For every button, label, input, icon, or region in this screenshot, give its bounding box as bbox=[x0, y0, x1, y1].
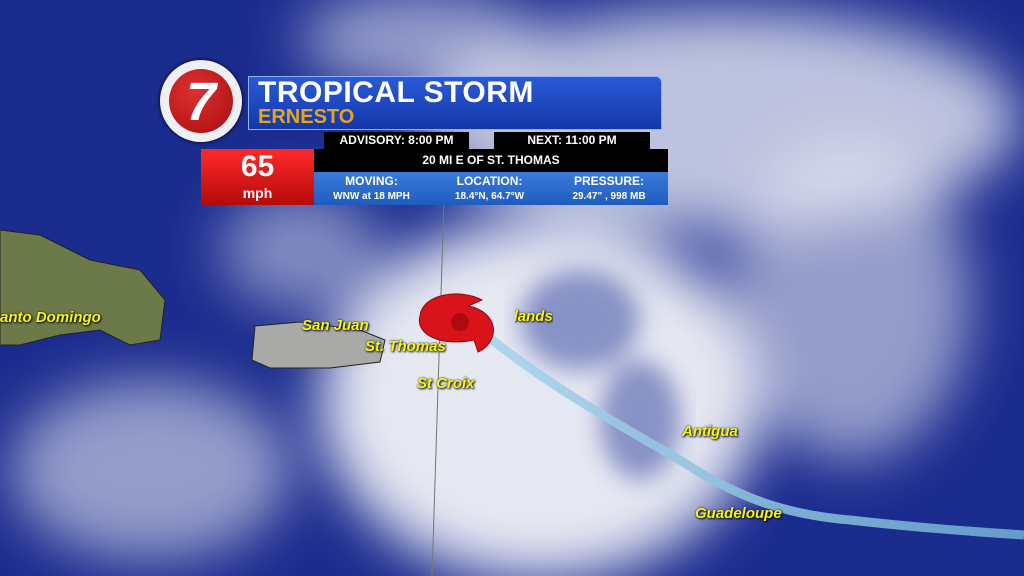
hurricane-icon bbox=[418, 293, 494, 353]
label-guadeloupe: Guadeloupe bbox=[695, 505, 782, 522]
label-virgin-islands: Virgin Islands bbox=[515, 308, 553, 325]
storm-type-title: TROPICAL STORM bbox=[258, 76, 534, 109]
label-st-thomas: St. Thomas bbox=[365, 338, 446, 355]
label-santo-domingo: anto Domingo bbox=[0, 309, 101, 326]
advisory-time: ADVISORY: 8:00 PM bbox=[324, 132, 469, 149]
wind-speed-box: 65 mph bbox=[201, 149, 314, 205]
label-san-juan: San Juan bbox=[302, 317, 369, 334]
puerto-rico-landmass bbox=[251, 321, 386, 369]
wind-speed-value: 65 bbox=[240, 150, 275, 183]
position-text: 20 MI E OF ST. THOMAS bbox=[314, 149, 668, 172]
station-logo: 7 bbox=[160, 60, 242, 142]
wind-speed-unit: mph bbox=[242, 185, 273, 201]
forecast-track bbox=[477, 326, 1024, 540]
stats-bar: MOVING: WNW at 18 MPH LOCATION: 18.4°N, 64… bbox=[314, 172, 668, 205]
hispaniola-landmass bbox=[0, 229, 166, 346]
longitude-line bbox=[431, 199, 445, 576]
storm-name: ERNESTO bbox=[258, 106, 355, 128]
label-antigua: Antigua bbox=[682, 423, 738, 440]
title-banner bbox=[248, 76, 662, 130]
stat-location: LOCATION: 18.4°N, 64.7°W bbox=[454, 174, 525, 202]
next-advisory-time: NEXT: 11:00 PM bbox=[494, 132, 650, 149]
label-st-croix: St Croix bbox=[417, 375, 475, 392]
stat-pressure: PRESSURE: 29.47" , 998 MB bbox=[572, 174, 646, 202]
stat-moving: MOVING: WNW at 18 MPH bbox=[333, 174, 410, 202]
